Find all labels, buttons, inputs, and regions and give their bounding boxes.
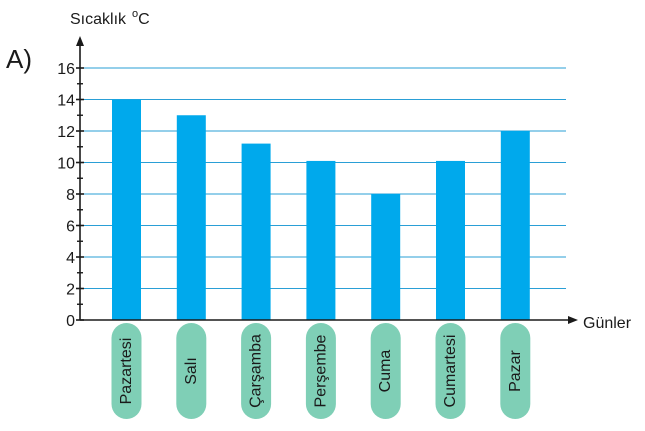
y-tick-label: 10	[57, 156, 75, 173]
category-label: Cuma	[377, 350, 394, 393]
y-tick-label: 2	[66, 282, 75, 299]
category-pill	[370, 323, 401, 419]
bars	[112, 99, 530, 320]
y-axis-label: Sıcaklık oC	[70, 8, 150, 28]
y-tick-label: 0	[66, 313, 75, 330]
y-ticks: 0 2 4 6 8 10 12 14 16	[57, 61, 84, 330]
gridlines	[80, 67, 566, 289]
category-pill	[305, 323, 336, 419]
category-label: Salı	[183, 357, 200, 385]
category-label: Perşembe	[312, 334, 329, 407]
y-tick-label: 14	[57, 93, 75, 110]
y-axis-unit-degree: o	[132, 8, 138, 20]
y-tick-label: 16	[57, 61, 75, 78]
bar-pazartesi	[112, 99, 141, 320]
y-tick-label: 4	[66, 250, 75, 267]
category-pills: Pazartesi Salı Çarşamba Perşembe Cuma Cumarte…	[111, 323, 531, 419]
bar-pazar	[500, 131, 530, 320]
bar-cumartesi	[436, 160, 465, 320]
x-axis-label: Günler	[583, 315, 632, 332]
axes	[76, 36, 578, 324]
bar-çarşamba	[241, 143, 271, 320]
y-axis-arrow	[76, 36, 84, 46]
category-label: Çarşamba	[248, 334, 265, 408]
bar-perşembe	[306, 160, 336, 320]
y-axis-label-text: Sıcaklık	[70, 11, 127, 28]
x-axis-arrow	[568, 316, 578, 324]
category-pill	[241, 323, 272, 419]
bar-cuma	[371, 194, 401, 320]
y-tick-label: 6	[66, 219, 75, 236]
y-tick-label: 8	[66, 187, 75, 204]
category-label: Pazar	[507, 349, 524, 391]
y-tick-label: 12	[57, 124, 75, 141]
option-label: A)	[6, 44, 32, 74]
category-label: Cumartesi	[442, 335, 459, 408]
y-axis-unit: C	[138, 11, 150, 28]
bar-salı	[176, 115, 206, 320]
category-label: Pazartesi	[118, 338, 135, 405]
category-pill	[435, 323, 466, 419]
category-pill	[111, 323, 142, 419]
category-pill	[176, 323, 207, 419]
category-pill	[500, 323, 531, 419]
